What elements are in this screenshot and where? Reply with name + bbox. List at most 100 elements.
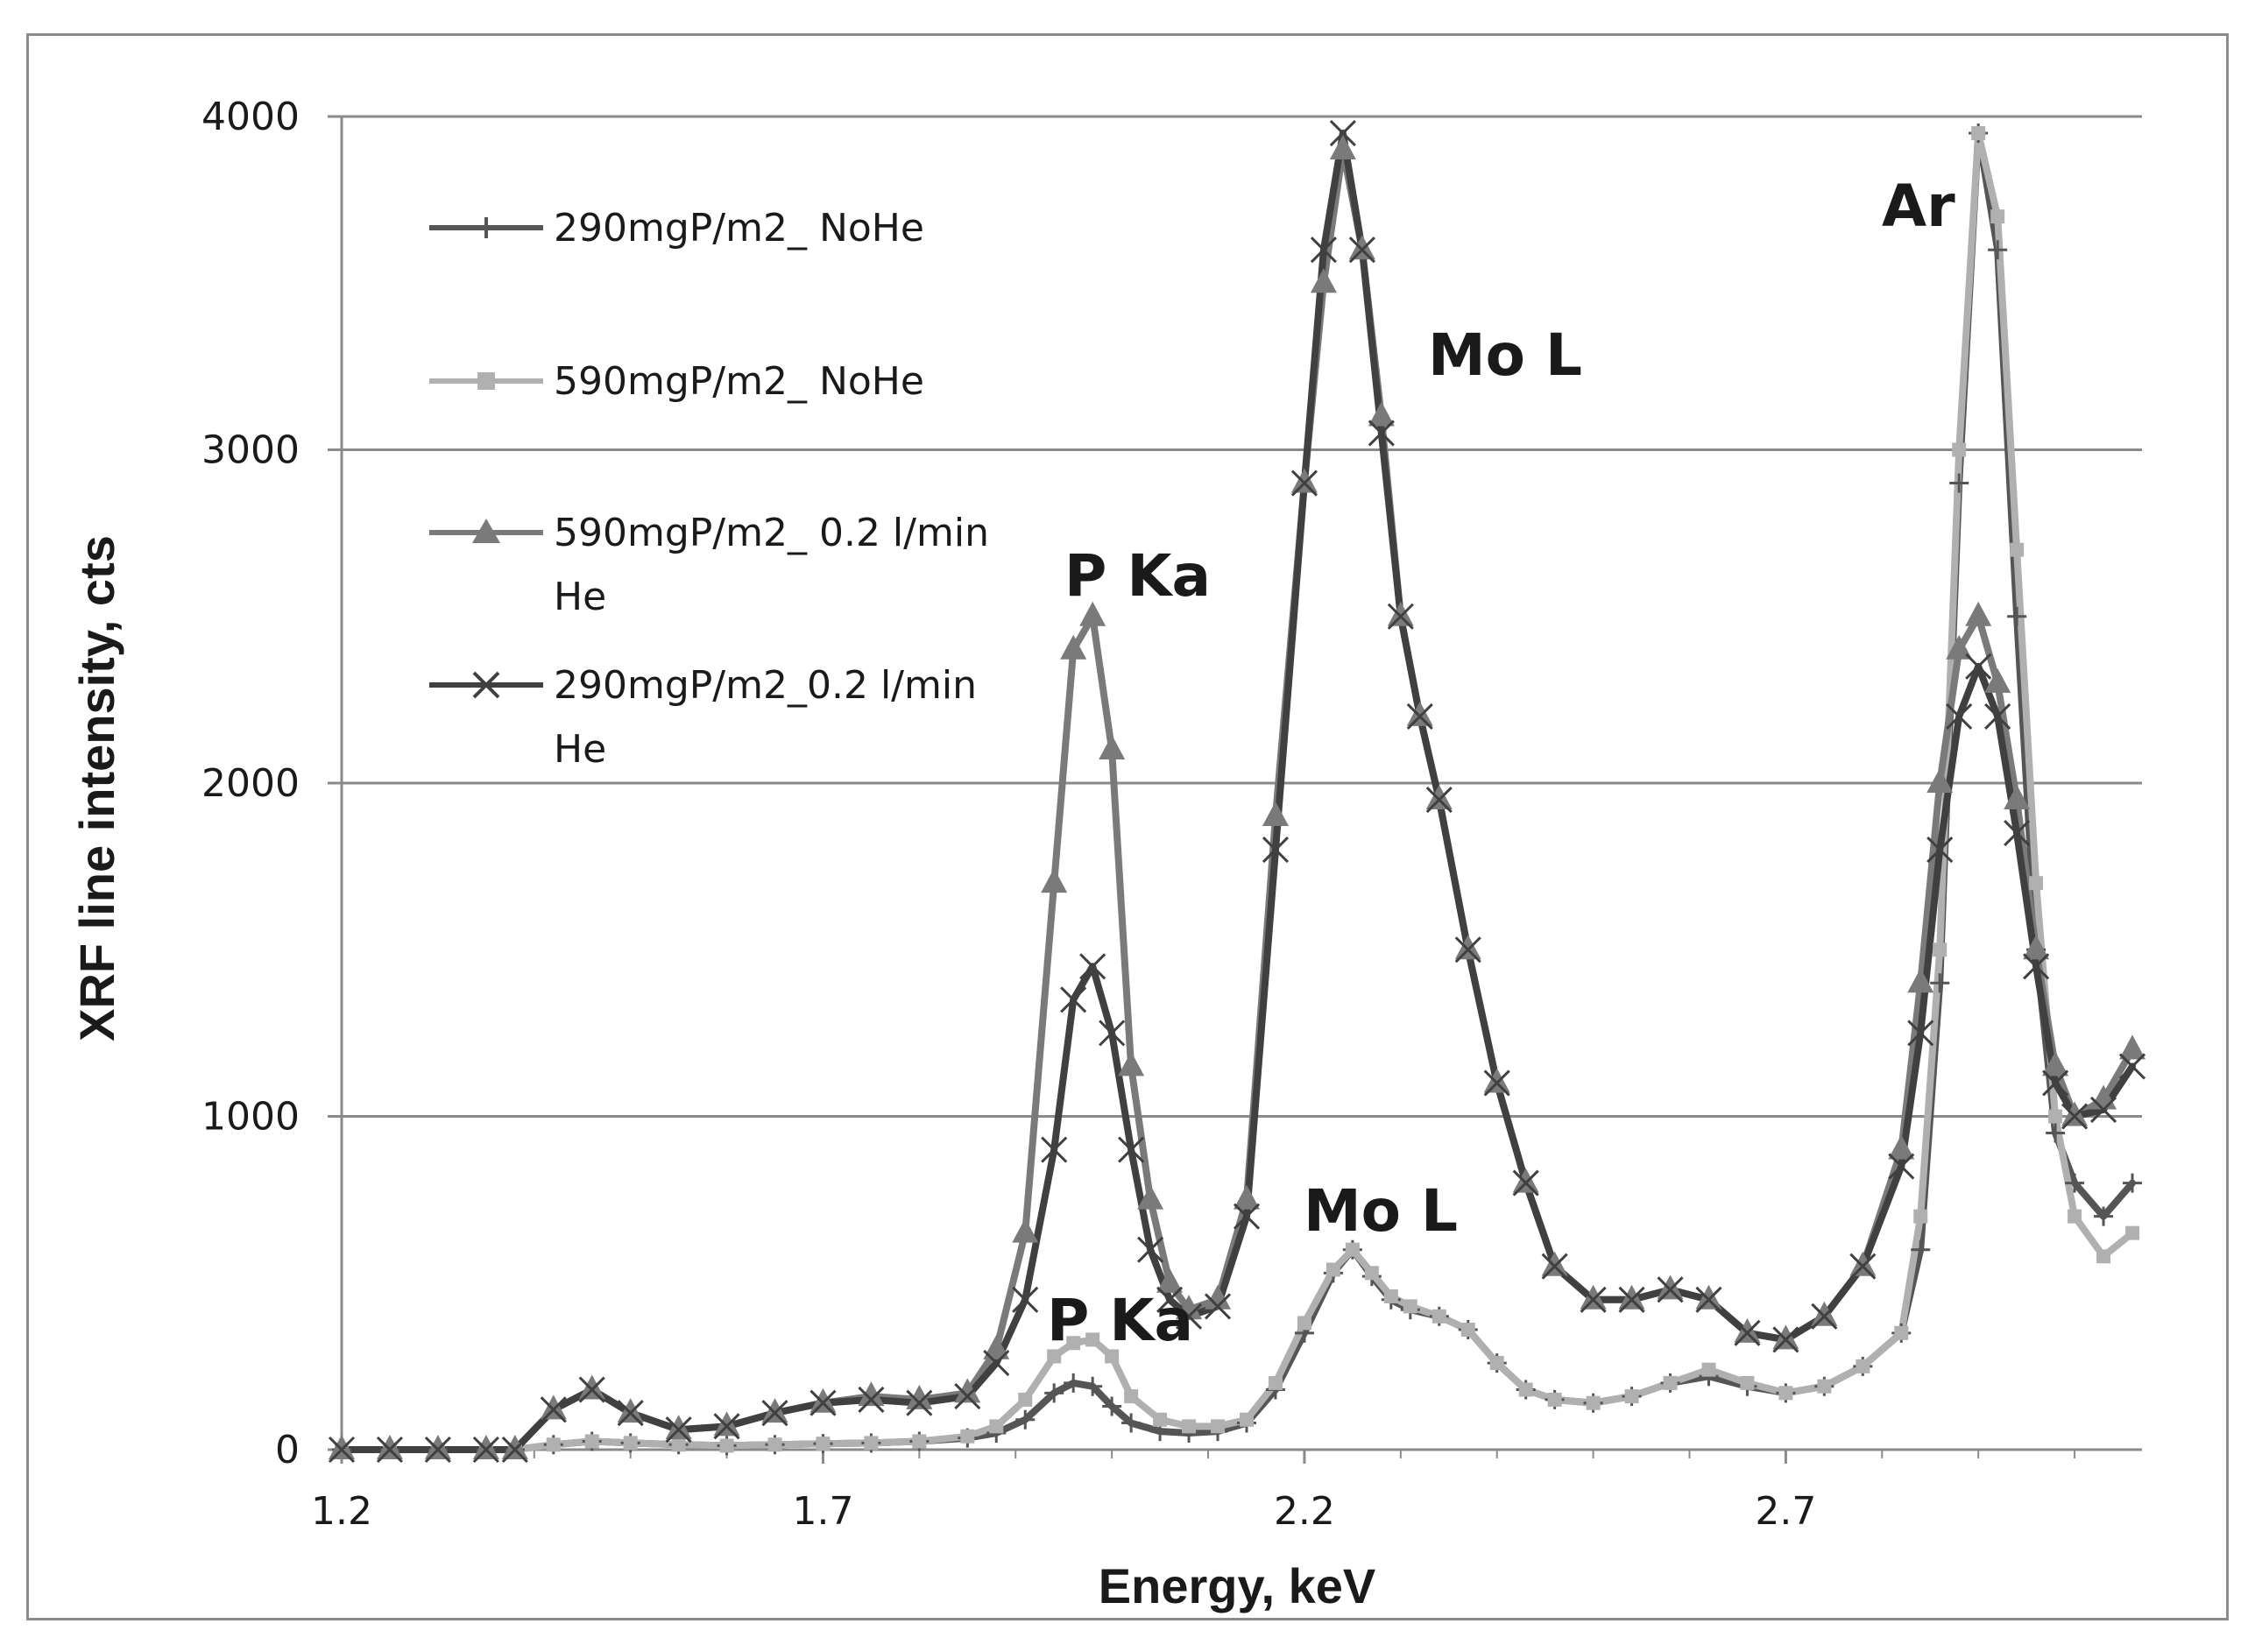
data-point-series-3 <box>424 1435 451 1459</box>
series-lines <box>338 130 2136 1453</box>
data-point-series-3 <box>1156 1267 1184 1293</box>
data-point-series-1 <box>1083 1376 1103 1396</box>
legend-label-series-2: 590mgP/m2_ NoHe <box>554 359 924 404</box>
data-point-series-1 <box>1044 1383 1064 1403</box>
data-point-series-1 <box>1911 1239 1931 1260</box>
x-tick-label: 1.2 <box>311 1489 372 1534</box>
series-line-2 <box>338 130 2136 1453</box>
data-point-series-4 <box>906 1389 933 1416</box>
data-point-series-3 <box>2004 785 2031 810</box>
data-point-series-2 <box>1856 1359 1870 1373</box>
data-point-series-3 <box>1387 601 1414 626</box>
data-point-series-4 <box>954 1383 981 1410</box>
data-point-series-3 <box>1368 401 1395 427</box>
annotation-mo-l-upper: Mo L <box>1428 321 1582 389</box>
data-point-series-3 <box>578 1374 605 1400</box>
data-point-series-4 <box>1060 986 1087 1013</box>
data-point-series-4 <box>1483 1070 1510 1097</box>
data-point-series-3 <box>1290 468 1318 493</box>
data-point-series-4 <box>1079 953 1106 980</box>
data-point-series-3 <box>1965 601 1992 626</box>
data-point-series-3 <box>1262 801 1289 827</box>
data-point-series-3 <box>2023 935 2050 960</box>
data-point-series-4 <box>713 1413 740 1440</box>
legend-label-series-3-line-1: 590mgP/m2_ 0.2 l/min <box>554 511 989 555</box>
data-point-series-1 <box>1949 473 1969 493</box>
data-point-series-1 <box>2065 1173 2085 1193</box>
data-point-series-2 <box>1182 1419 1197 1434</box>
tick-labels: 0 1000 2000 3000 4000 1.2 1.7 2.2 2.7 <box>201 95 1816 1534</box>
data-point-series-4 <box>1512 1169 1539 1197</box>
data-point-series-1 <box>2123 1173 2143 1193</box>
data-point-series-2 <box>719 1438 734 1453</box>
annotation-mo-l-lower: Mo L <box>1304 1177 1458 1245</box>
series-markers <box>328 119 2146 1464</box>
annotation-p-ka-upper: P Ka <box>1064 542 1211 610</box>
data-point-series-3 <box>665 1415 692 1440</box>
data-point-series-3 <box>1483 1068 1510 1093</box>
data-point-series-3 <box>1618 1284 1645 1310</box>
data-point-series-4 <box>1156 1286 1184 1313</box>
data-point-series-2 <box>1933 942 1948 957</box>
data-point-series-4 <box>1137 1236 1164 1263</box>
data-point-series-4 <box>1406 702 1433 730</box>
data-point-series-4 <box>617 1400 644 1427</box>
legend: 290mgP/m2_ NoHe 590mgP/m2_ NoHe 590mgP/m… <box>429 206 989 772</box>
data-point-series-2 <box>1431 1309 1446 1324</box>
data-point-series-2 <box>989 1419 1004 1434</box>
x-tick-label: 2.7 <box>1755 1489 1816 1534</box>
annotation-ar: Ar <box>1882 173 1955 240</box>
data-point-series-3 <box>617 1398 644 1423</box>
data-point-series-4 <box>665 1416 692 1444</box>
data-point-series-2 <box>1383 1288 1398 1303</box>
data-point-series-1 <box>2094 1206 2114 1226</box>
data-point-series-3 <box>1079 601 1106 626</box>
data-point-series-4 <box>1965 653 1992 680</box>
data-point-series-3 <box>1329 135 1356 160</box>
data-point-series-3 <box>1205 1284 1232 1310</box>
data-point-series-4 <box>376 1436 404 1464</box>
series-line-4 <box>338 130 2136 1453</box>
data-point-series-2 <box>1345 1242 1360 1257</box>
data-point-series-2 <box>1990 209 2005 224</box>
data-point-series-3 <box>1176 1295 1203 1320</box>
data-point-series-2 <box>1663 1375 1678 1390</box>
data-point-series-1 <box>2046 1123 2066 1143</box>
data-point-series-4 <box>328 1436 356 1464</box>
data-point-series-3 <box>1137 1184 1164 1210</box>
y-tick-label: 0 <box>275 1428 300 1472</box>
data-point-series-3 <box>1734 1317 1761 1343</box>
data-point-series-2 <box>2010 542 2025 557</box>
annotation-p-ka-lower: P Ka <box>1047 1287 1193 1354</box>
data-point-series-3 <box>1041 868 1068 893</box>
data-point-series-2 <box>1778 1386 1793 1401</box>
legend-label-series-3-line-2: He <box>554 575 606 619</box>
data-point-series-2 <box>1239 1412 1254 1427</box>
data-point-series-4 <box>1907 1020 1934 1047</box>
data-point-series-2 <box>546 1437 561 1452</box>
data-point-series-2 <box>816 1437 831 1451</box>
data-point-series-3 <box>1695 1284 1722 1310</box>
data-point-series-2 <box>584 1434 599 1449</box>
data-point-series-2 <box>623 1436 638 1451</box>
data-point-series-4 <box>1454 936 1481 964</box>
data-point-series-4 <box>540 1396 567 1423</box>
data-point-series-2 <box>1325 1262 1340 1277</box>
data-point-series-4 <box>1368 420 1395 447</box>
gridlines <box>342 115 2142 1118</box>
data-point-series-3 <box>1849 1251 1877 1276</box>
data-point-series-4 <box>1175 1303 1203 1330</box>
peak-annotations: P Ka Mo L Ar Mo L P Ka <box>1047 173 1955 1354</box>
data-point-series-3 <box>1657 1274 1684 1300</box>
data-point-series-4 <box>1772 1326 1799 1353</box>
data-point-series-4 <box>1811 1303 1838 1330</box>
data-point-series-4 <box>1012 1286 1039 1313</box>
data-point-series-4 <box>1734 1319 1761 1346</box>
data-point-series-2 <box>960 1429 975 1444</box>
data-point-series-4 <box>1329 119 1356 147</box>
data-point-series-3 <box>1541 1251 1568 1276</box>
data-point-series-2 <box>2068 1209 2082 1224</box>
data-point-series-2 <box>1047 1349 1062 1364</box>
data-point-series-4 <box>1425 786 1453 814</box>
data-point-series-3 <box>1811 1301 1838 1326</box>
